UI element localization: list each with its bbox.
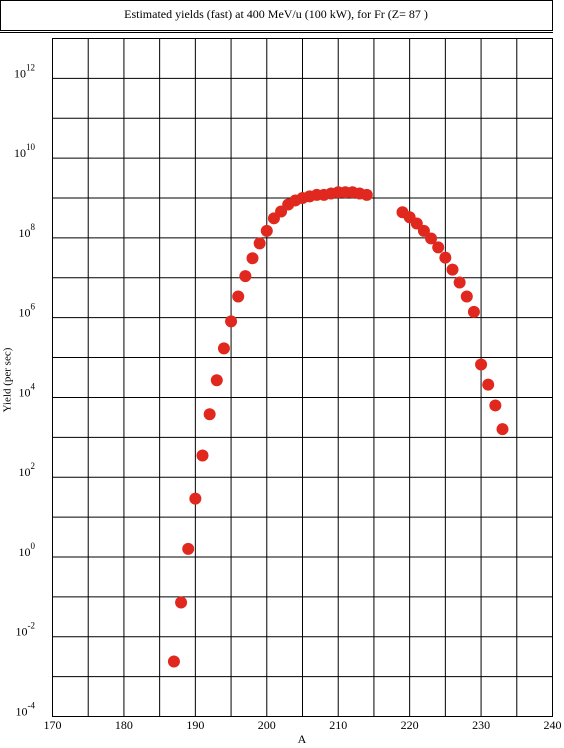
point — [239, 270, 252, 283]
y-tick-label: 108 — [19, 222, 36, 240]
y-tick-base: 10 — [19, 226, 31, 240]
point — [225, 315, 238, 328]
x-tick-label: 200 — [258, 718, 276, 732]
point — [246, 252, 259, 265]
point — [196, 449, 209, 462]
y-tick-exponent: 4 — [31, 382, 36, 392]
point — [439, 251, 452, 264]
y-tick-label: 104 — [19, 382, 36, 400]
y-tick-base: 10 — [19, 545, 31, 559]
y-tick-exponent: 8 — [31, 222, 36, 232]
point — [175, 596, 188, 609]
point — [432, 241, 445, 254]
x-tick-label: 240 — [544, 718, 562, 732]
y-tick-label: 102 — [19, 461, 36, 479]
y-tick-base: 10 — [16, 704, 28, 718]
y-tick-label: 106 — [19, 302, 36, 320]
y-tick-exponent: 2 — [31, 461, 36, 471]
x-tick-label: 180 — [115, 718, 133, 732]
y-tick-exponent: 10 — [26, 142, 36, 152]
y-tick-label: 10-2 — [16, 621, 36, 639]
point — [260, 224, 273, 237]
point — [189, 492, 202, 505]
x-tick-label: 170 — [44, 718, 62, 732]
y-axis-label: Yield (per sec) — [2, 347, 14, 412]
y-tick-exponent: 12 — [26, 62, 35, 72]
y-tick-base: 10 — [14, 66, 26, 80]
point — [203, 408, 216, 421]
point — [360, 188, 373, 201]
title-box — [0, 0, 553, 31]
y-tick-label: 1010 — [14, 142, 36, 160]
x-tick-label: 230 — [472, 718, 490, 732]
x-tick-label: 210 — [329, 718, 347, 732]
chart-title: Estimated yields (fast) at 400 MeV/u (10… — [124, 7, 428, 21]
y-tick-exponent: 6 — [31, 302, 36, 312]
y-tick-label: 10-4 — [16, 701, 36, 719]
point — [425, 232, 438, 245]
y-tick-exponent: -4 — [28, 701, 36, 711]
point — [217, 342, 230, 355]
point — [496, 423, 509, 436]
point — [417, 224, 430, 237]
point — [482, 378, 495, 391]
y-tick-label: 100 — [19, 541, 36, 559]
x-tick-label: 190 — [186, 718, 204, 732]
y-tick-exponent: 0 — [31, 541, 36, 551]
y-tick-base: 10 — [16, 624, 28, 638]
point — [253, 237, 266, 250]
y-tick-label: 1012 — [14, 62, 35, 80]
point — [182, 542, 195, 555]
y-tick-exponent: -2 — [28, 621, 36, 631]
point — [467, 305, 480, 318]
y-tick-base: 10 — [19, 465, 31, 479]
point — [410, 217, 423, 230]
point — [167, 655, 180, 668]
point — [460, 290, 473, 303]
y-tick-base: 10 — [19, 305, 31, 319]
point — [489, 399, 502, 412]
x-axis-label: A — [298, 732, 307, 746]
x-tick-label: 220 — [401, 718, 419, 732]
point — [210, 374, 223, 387]
y-tick-base: 10 — [14, 146, 26, 160]
point — [446, 263, 459, 276]
point — [453, 276, 466, 289]
point — [232, 290, 245, 303]
point — [475, 358, 488, 371]
y-tick-base: 10 — [19, 385, 31, 399]
